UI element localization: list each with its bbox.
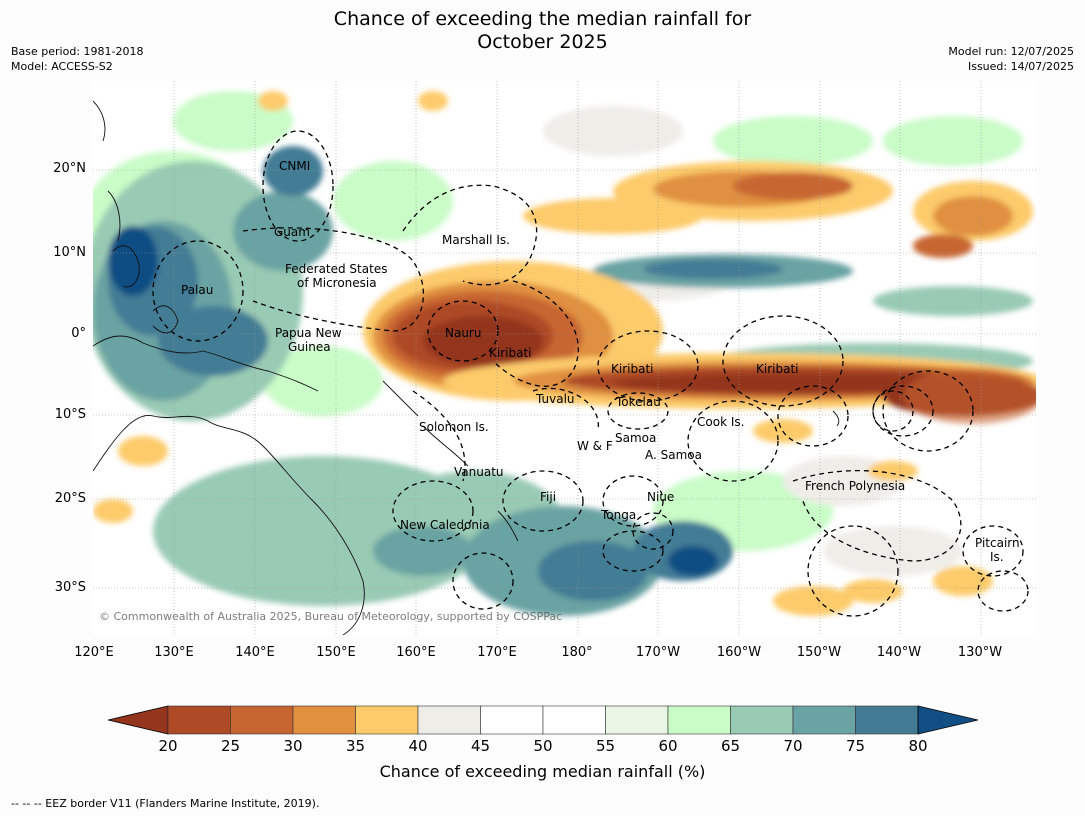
place-samoa: Samoa <box>615 431 657 445</box>
colorbar-segment-60_65 <box>667 705 731 735</box>
colorbar-segment-30_35 <box>292 705 356 735</box>
coastlines <box>93 100 840 635</box>
meta-left: Base period: 1981-2018 Model: ACCESS-S2 <box>11 44 143 74</box>
map-canvas <box>93 81 1036 635</box>
lat-label-30s: 30°S <box>54 580 86 595</box>
colorbar-tick-45: 45 <box>470 737 491 755</box>
place-tokelau: Tokelau <box>616 395 661 409</box>
copyright-watermark: © Commonwealth of Australia 2025, Bureau… <box>99 610 563 623</box>
place-pitcairn-line1: Pitcairn <box>975 536 1020 550</box>
colorbar-svg <box>107 705 979 735</box>
place-wallis-futuna: W & F <box>577 439 613 453</box>
place-tonga: Tonga <box>601 508 637 522</box>
place-fsm-line1: Federated States <box>285 262 388 276</box>
eez-borders <box>152 130 1029 617</box>
place-marshall-is: Marshall Is. <box>442 233 510 247</box>
rainfall-map <box>93 81 1036 635</box>
map-title: Chance of exceeding the median rainfall … <box>0 8 1085 54</box>
colorbar-segment-70_75 <box>792 705 856 735</box>
title-line-1: Chance of exceeding the median rainfall … <box>333 8 752 30</box>
place-nauru: Nauru <box>445 326 482 340</box>
colorbar-tick-50: 50 <box>533 737 553 755</box>
lon-label-170w: 170°W <box>635 645 681 660</box>
colorbar-segment-65_70 <box>730 705 794 735</box>
title-line-2: October 2025 <box>477 31 608 53</box>
place-cnmi: CNMI <box>279 159 311 173</box>
meta-right: Model run: 12/07/2025 Issued: 14/07/2025 <box>948 44 1074 74</box>
issued-date: Issued: 14/07/2025 <box>967 60 1074 73</box>
colorbar-tick-20: 20 <box>158 737 178 755</box>
colorbar <box>107 705 979 735</box>
colorbar-tick-35: 35 <box>345 737 366 755</box>
lon-label-120e: 120°E <box>74 645 114 660</box>
lon-label-130w: 130°W <box>957 645 1003 660</box>
colorbar-tick-30: 30 <box>283 737 303 755</box>
place-niue: Niue <box>647 490 675 504</box>
place-guam: Guam <box>274 225 310 239</box>
place-pitcairn-line2: Is. <box>990 550 1004 564</box>
colorbar-segment-75_80 <box>855 705 919 735</box>
lat-label-10s: 10°S <box>54 407 86 422</box>
colorbar-tick-65: 65 <box>720 737 741 755</box>
lon-label-150e: 150°E <box>316 645 356 660</box>
colorbar-tick-70: 70 <box>783 737 803 755</box>
lon-label-170e: 170°E <box>477 645 517 660</box>
place-kiribati-east: Kiribati <box>756 362 799 376</box>
place-kiribati-central: Kiribati <box>611 362 654 376</box>
base-period: Base period: 1981-2018 <box>11 45 144 58</box>
place-new-caledonia: New Caledonia <box>400 518 490 532</box>
colorbar-extend-high <box>917 705 979 735</box>
colorbar-segment-35_40 <box>355 705 419 735</box>
colorbar-segment-50_55 <box>542 705 606 735</box>
lon-label-140w: 140°W <box>876 645 922 660</box>
lon-label-140e: 140°E <box>235 645 275 660</box>
colorbar-tick-80: 80 <box>908 737 928 755</box>
rainfall-shading <box>93 91 1036 616</box>
eez-footnote: -- -- -- EEZ border V11 (Flanders Marine… <box>11 797 320 810</box>
place-french-polynesia: French Polynesia <box>805 479 906 493</box>
colorbar-segment-55_60 <box>605 705 669 735</box>
place-png-line2: Guinea <box>288 340 331 354</box>
colorbar-extend-low <box>107 705 169 735</box>
lon-label-160w: 160°W <box>716 645 762 660</box>
colorbar-tick-75: 75 <box>845 737 866 755</box>
place-png-line1: Papua New <box>275 326 342 340</box>
lat-label-20n: 20°N <box>53 161 86 176</box>
colorbar-segment-45_50 <box>480 705 544 735</box>
lat-label-10n: 10°N <box>53 245 86 260</box>
place-solomon-is: Solomon Is. <box>419 420 489 434</box>
place-fsm-line2: of Micronesia <box>297 276 377 290</box>
colorbar-title: Chance of exceeding median rainfall (%) <box>379 762 706 781</box>
colorbar-segment-40_45 <box>417 705 481 735</box>
place-american-samoa: A. Samoa <box>645 448 702 462</box>
place-palau: Palau <box>181 283 214 297</box>
lat-label-0: 0° <box>71 326 86 341</box>
place-kiribati-west: Kiribati <box>489 346 532 360</box>
place-vanuatu: Vanuatu <box>454 465 504 479</box>
model-name: Model: ACCESS-S2 <box>11 60 113 73</box>
model-run: Model run: 12/07/2025 <box>948 45 1074 58</box>
colorbar-tick-55: 55 <box>595 737 616 755</box>
colorbar-tick-25: 25 <box>220 737 241 755</box>
lon-label-180: 180° <box>561 645 593 660</box>
colorbar-tick-60: 60 <box>658 737 678 755</box>
colorbar-segment-25_30 <box>230 705 294 735</box>
place-fiji: Fiji <box>540 490 557 504</box>
place-cook-is: Cook Is. <box>697 415 745 429</box>
colorbar-segment-20_25 <box>167 705 231 735</box>
lon-label-160e: 160°E <box>396 645 436 660</box>
place-tuvalu: Tuvalu <box>536 392 575 406</box>
lat-label-20s: 20°S <box>54 491 86 506</box>
lon-label-150w: 150°W <box>796 645 842 660</box>
lon-label-130e: 130°E <box>154 645 194 660</box>
colorbar-tick-40: 40 <box>408 737 428 755</box>
